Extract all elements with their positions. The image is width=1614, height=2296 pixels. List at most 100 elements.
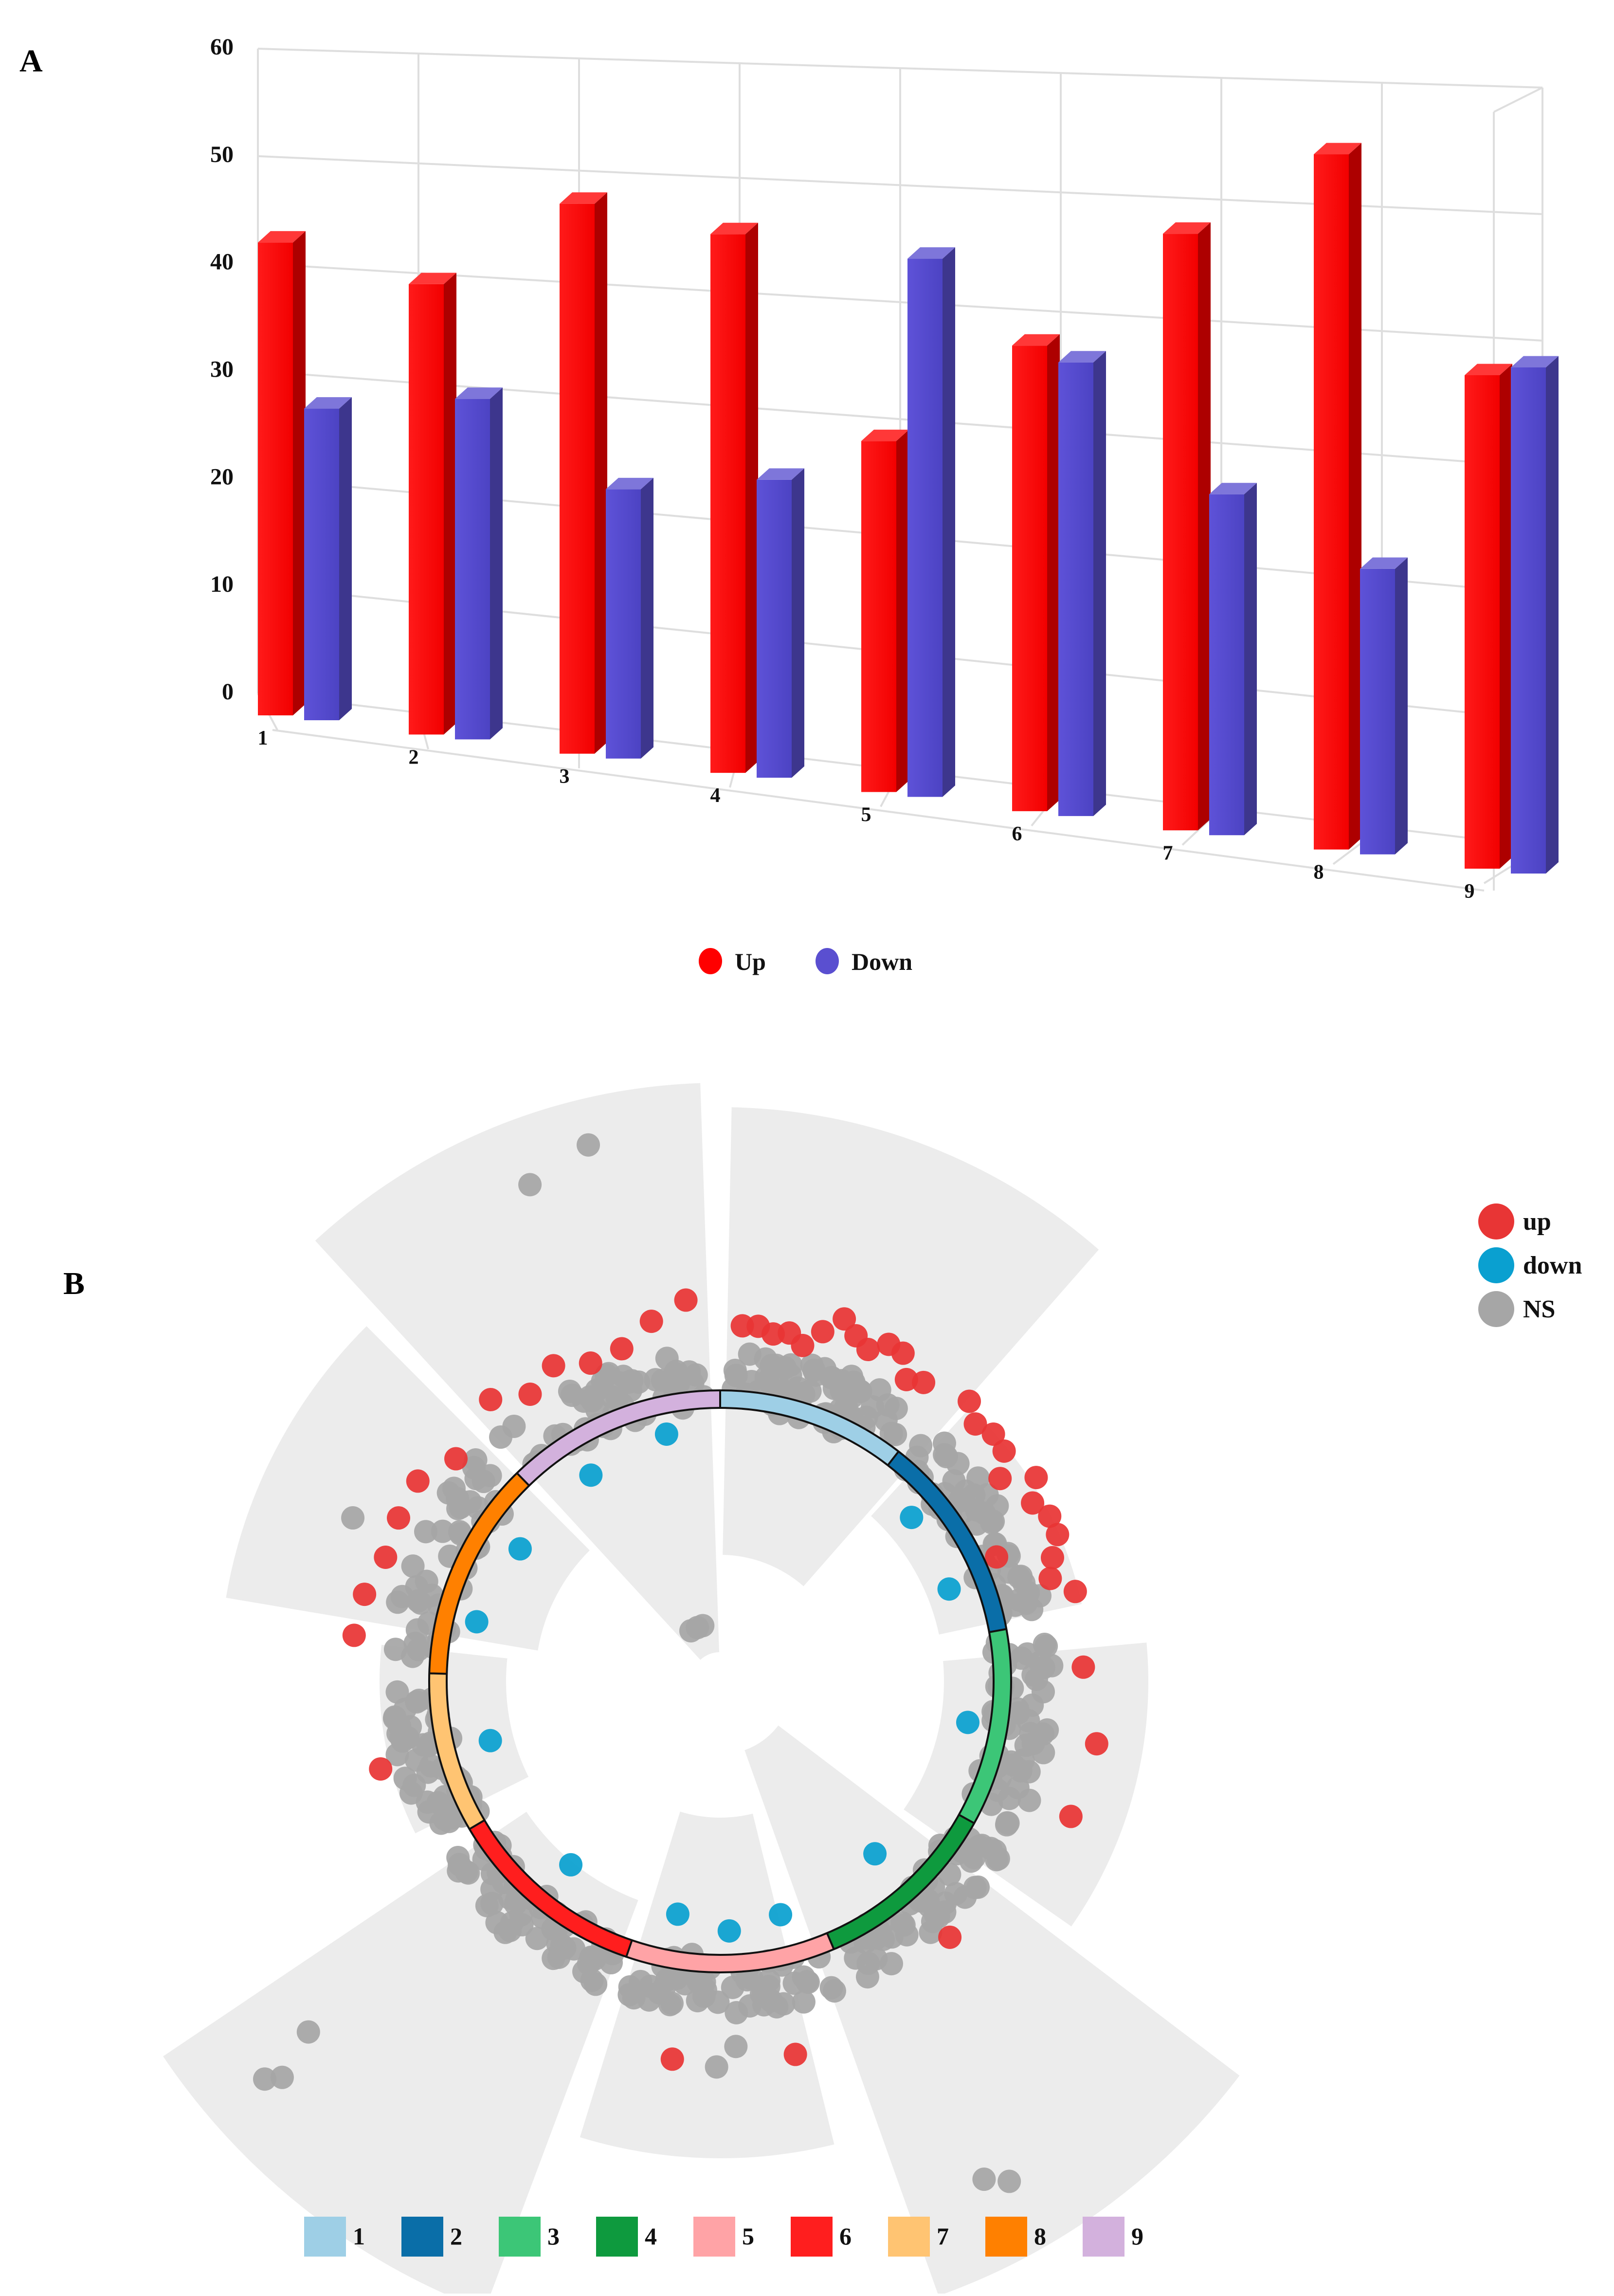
cluster-legend-swatch-5 — [693, 2217, 735, 2257]
point-outlier-ns — [253, 2067, 277, 2091]
bar-up-side — [745, 222, 758, 773]
point-ns — [868, 1378, 891, 1402]
bar-chart-bars — [258, 143, 1559, 874]
point-ns — [834, 1397, 858, 1421]
point-ns — [617, 1370, 641, 1394]
point-outlier-ns — [972, 2168, 996, 2191]
point-ns — [655, 1347, 679, 1370]
legend-label-down: down — [1523, 1252, 1582, 1279]
cluster-legend-swatch-8 — [985, 2217, 1027, 2257]
gridline-side — [1493, 87, 1543, 113]
point-up — [1063, 1580, 1087, 1604]
bar-up-side — [1198, 222, 1211, 831]
point-ns — [1017, 1760, 1041, 1784]
point-outlier-ns — [270, 2065, 294, 2089]
point-up — [894, 1367, 918, 1391]
point-ns — [383, 1638, 407, 1661]
point-ns — [1009, 1565, 1033, 1588]
point-up — [479, 1387, 503, 1411]
point-ns — [414, 1520, 438, 1544]
point-ns — [738, 1342, 762, 1366]
bar-up-side — [1047, 334, 1060, 811]
point-up — [406, 1469, 430, 1493]
sector-cluster-8 — [226, 1326, 590, 1651]
bar-down-front — [1360, 568, 1395, 855]
ring-segment-8 — [430, 1473, 529, 1674]
point-ns — [660, 1991, 684, 2015]
point-ns — [456, 1861, 480, 1885]
cluster-legend-label-9: 9 — [1131, 2223, 1143, 2250]
bar-down-top — [1209, 483, 1257, 494]
point-ns — [954, 1479, 978, 1503]
bar-up-front — [861, 441, 896, 792]
point-up — [387, 1506, 411, 1530]
point-ns — [692, 1970, 716, 1994]
bar-up-top — [409, 273, 456, 284]
ring-segment-3 — [959, 1629, 1011, 1823]
point-ns — [1017, 1788, 1041, 1812]
bar-up-5 — [861, 429, 909, 792]
bar-down-side — [1546, 356, 1559, 874]
point-up — [981, 1422, 1005, 1446]
cluster-legend-label-3: 3 — [547, 2223, 560, 2250]
point-up — [992, 1439, 1016, 1463]
legend-swatch-ns — [1478, 1291, 1514, 1327]
point-up — [342, 1623, 366, 1647]
ring-divider — [989, 1628, 1007, 1633]
bar-down-front — [907, 258, 943, 797]
bar-down-side — [641, 477, 653, 759]
point-ns — [740, 1967, 764, 1990]
y-tick-label: 10 — [210, 571, 234, 597]
bar-down-top — [1360, 557, 1408, 569]
point-ns — [399, 1781, 423, 1805]
cluster-legend-label-2: 2 — [450, 2223, 462, 2250]
point-up — [353, 1583, 377, 1606]
point-ns — [725, 2001, 748, 2024]
category-legend: up down NS — [1478, 1203, 1582, 1327]
cluster-legend-swatch-6 — [791, 2217, 833, 2257]
bar-up-front — [1465, 375, 1500, 869]
bar-up-front — [560, 203, 595, 754]
point-ns — [944, 1882, 968, 1906]
point-up — [518, 1382, 542, 1406]
point-outlier-ns — [679, 1619, 703, 1643]
legend-label-down: Down — [852, 948, 912, 975]
ring-divider — [469, 1819, 485, 1830]
y-axis-ticks: 0 10 20 30 40 50 60 — [210, 34, 234, 705]
point-up — [1021, 1491, 1045, 1515]
point-ns — [966, 1875, 990, 1899]
cluster-legend-label-5: 5 — [742, 2223, 754, 2250]
point-up — [856, 1338, 880, 1362]
bar-up-1 — [258, 231, 306, 715]
point-up — [542, 1354, 565, 1378]
y-tick-label: 0 — [222, 679, 234, 705]
bar-down-front — [455, 399, 490, 740]
bar-up-top — [1314, 143, 1361, 155]
ring-divider — [516, 1472, 530, 1487]
point-up — [1071, 1655, 1095, 1679]
point-down — [559, 1853, 583, 1877]
point-up — [938, 1925, 962, 1949]
point-ns — [779, 1364, 802, 1387]
cluster-legend-label-7: 7 — [937, 2223, 949, 2250]
bar-down-3 — [606, 477, 653, 759]
point-down — [937, 1577, 961, 1601]
point-down — [666, 1902, 689, 1926]
point-ns — [1006, 1697, 1030, 1721]
bar-up-front — [1012, 346, 1047, 811]
floor-front-edge — [272, 729, 1485, 892]
bar-down-9 — [1511, 356, 1559, 874]
cluster-legend-label-8: 8 — [1034, 2223, 1046, 2250]
cluster-legend-label-4: 4 — [645, 2223, 657, 2250]
point-ns — [804, 1363, 828, 1387]
point-up — [963, 1412, 987, 1436]
point-ns — [723, 1358, 747, 1382]
cluster-legend-swatch-1 — [304, 2217, 346, 2257]
point-ns — [442, 1476, 466, 1500]
point-ns — [1040, 1654, 1064, 1677]
sector-cluster-9 — [315, 1083, 720, 1660]
point-up — [579, 1351, 602, 1375]
bar-down-side — [1093, 351, 1106, 816]
sector-cluster-6 — [163, 1812, 638, 2296]
y-tick-label: 30 — [210, 357, 234, 383]
